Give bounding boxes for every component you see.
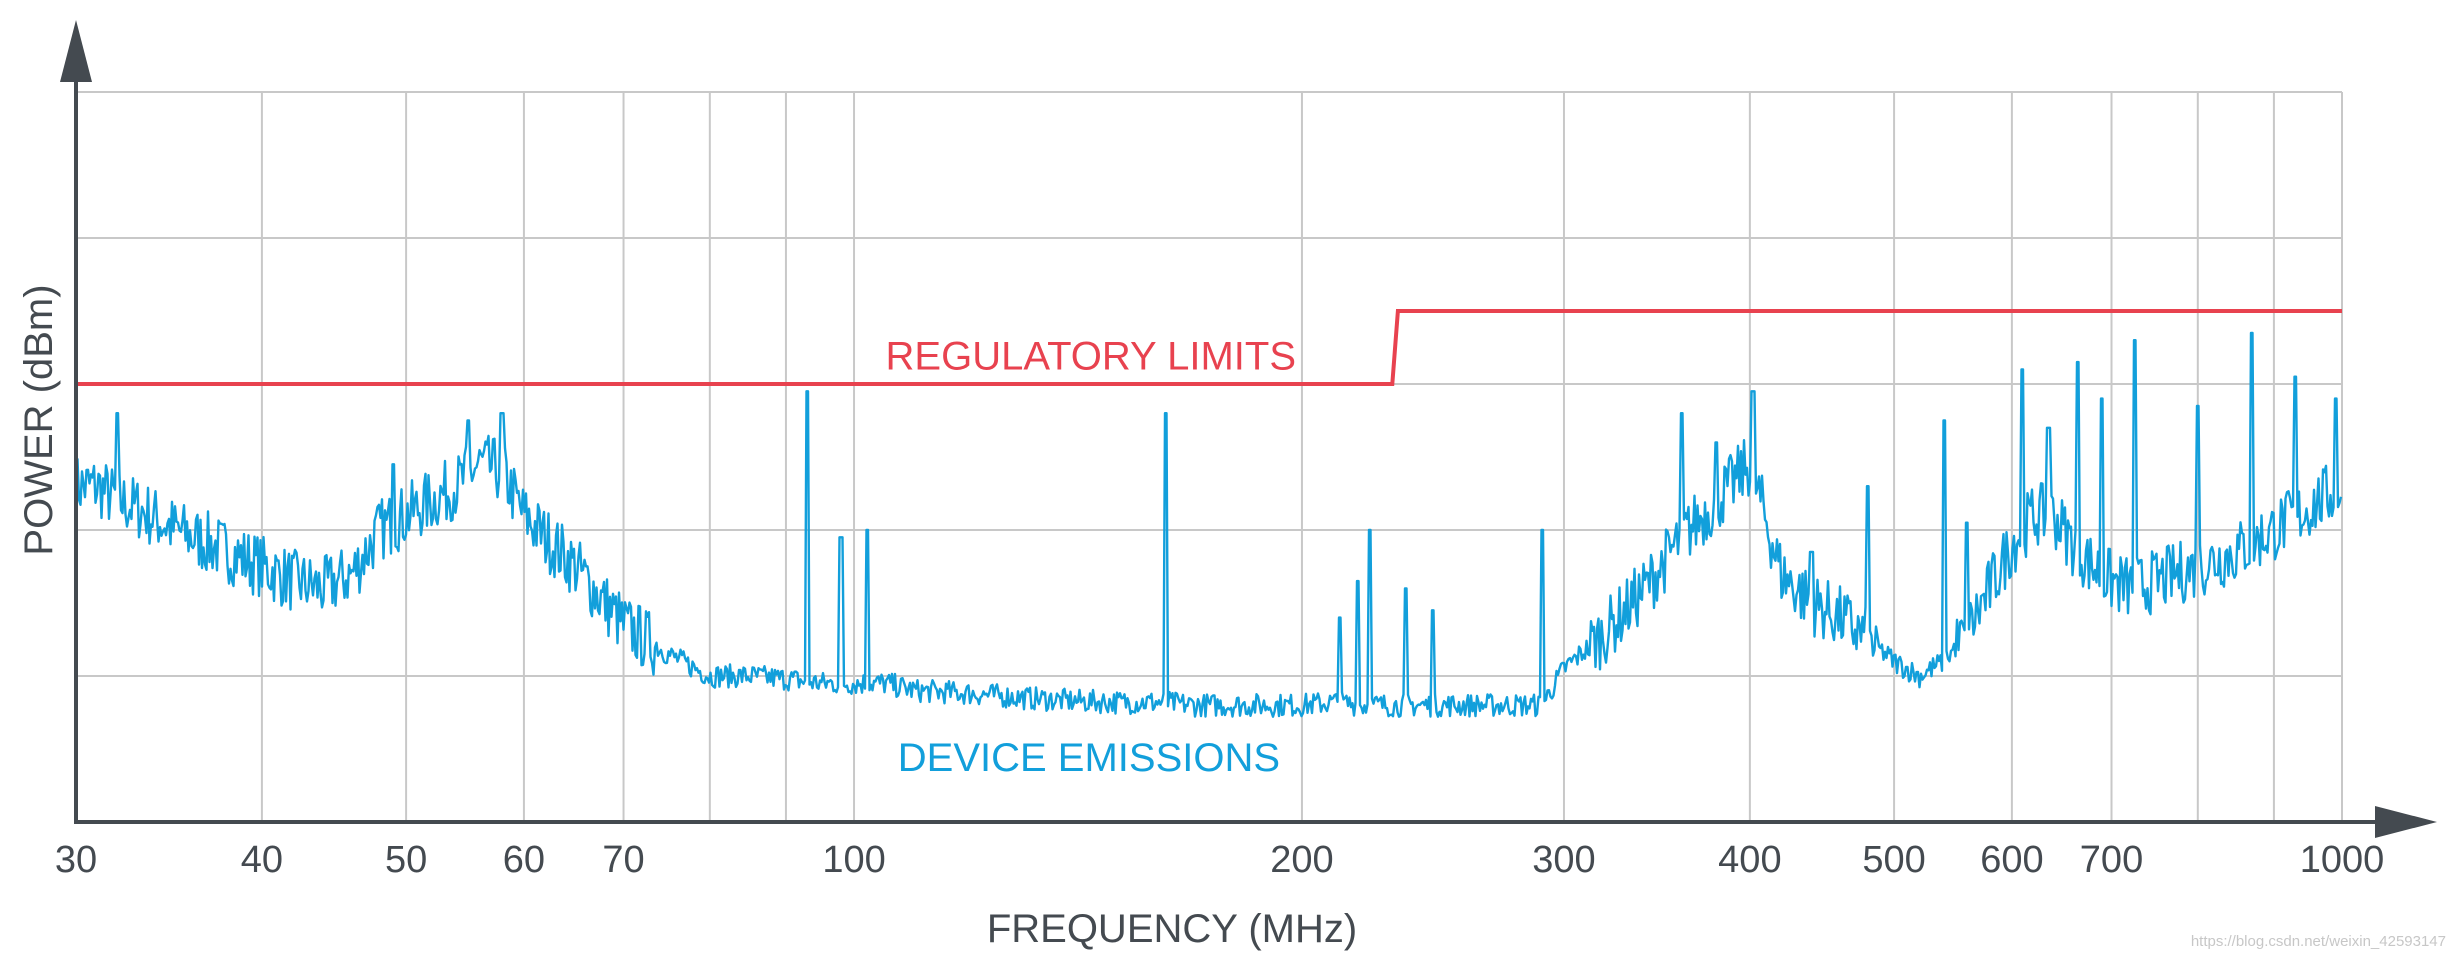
- x-tick-label: 30: [55, 839, 97, 881]
- regulatory-limits-line: [76, 309, 2342, 386]
- grid: [76, 91, 2343, 822]
- regulatory-limits-label: REGULATORY LIMITS: [886, 334, 1296, 378]
- device-emissions-line: [74, 331, 2343, 718]
- x-tick-labels: 30 40 50 60 70 100 200 300 400 500 600 700 1000: [55, 839, 2384, 881]
- regulatory-limits-series: [76, 309, 2342, 386]
- x-tick-label: 1000: [2300, 839, 2385, 881]
- x-tick-label: 500: [1862, 839, 1925, 881]
- axes: [60, 20, 2437, 838]
- x-tick-label: 50: [385, 839, 427, 881]
- device-emissions-series: [74, 331, 2343, 718]
- x-tick-label: 700: [2080, 839, 2143, 881]
- x-tick-label: 60: [503, 839, 545, 881]
- x-tick-label: 70: [602, 839, 644, 881]
- x-tick-label: 100: [822, 839, 885, 881]
- x-tick-label: 300: [1532, 839, 1595, 881]
- x-axis-arrow: [2375, 806, 2437, 838]
- x-axis-title: FREQUENCY (MHz): [987, 907, 1357, 951]
- x-tick-label: 40: [241, 839, 283, 881]
- device-emissions-label: DEVICE EMISSIONS: [898, 736, 1280, 780]
- x-tick-label: 400: [1718, 839, 1781, 881]
- x-tick-label: 600: [1980, 839, 2043, 881]
- y-axis-title: POWER (dBm): [17, 284, 61, 555]
- x-tick-label: 200: [1270, 839, 1333, 881]
- annotations: REGULATORY LIMITS DEVICE EMISSIONS: [886, 334, 1296, 780]
- watermark-text: https://blog.csdn.net/weixin_42593147: [2191, 933, 2446, 950]
- y-axis-arrow: [60, 20, 92, 82]
